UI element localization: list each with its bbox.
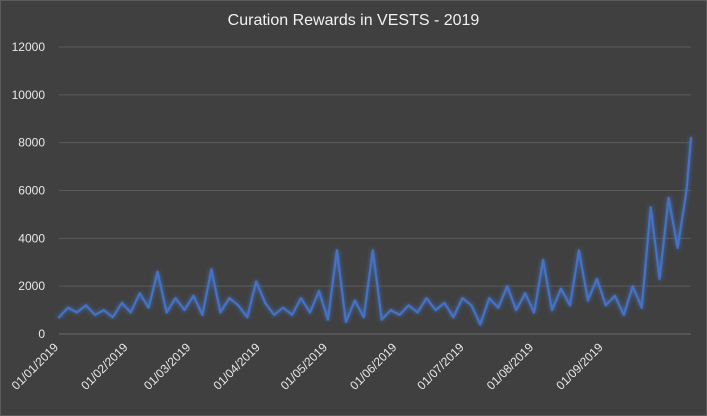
- x-tick-label: 01/03/2019: [141, 340, 194, 393]
- x-tick-label: 01/02/2019: [78, 340, 131, 393]
- x-tick-label: 01/06/2019: [347, 340, 400, 393]
- y-tick-label: 12000: [12, 40, 46, 54]
- y-tick-label: 4000: [18, 231, 45, 245]
- x-tick-label: 01/04/2019: [210, 340, 263, 393]
- series-line: [57, 136, 693, 326]
- y-tick-label: 10000: [12, 88, 46, 102]
- y-tick-label: 0: [38, 327, 45, 341]
- y-tick-label: 2000: [18, 279, 45, 293]
- x-tick-label: 01/08/2019: [484, 340, 537, 393]
- x-tick-label: 01/09/2019: [553, 340, 606, 393]
- y-tick-label: 8000: [18, 136, 45, 150]
- chart-title: Curation Rewards in VESTS - 2019: [227, 12, 480, 29]
- y-tick-label: 6000: [18, 184, 45, 198]
- x-tick-label: 01/07/2019: [414, 340, 467, 393]
- x-tick-label: 01/05/2019: [278, 340, 331, 393]
- x-tick-label: 01/01/2019: [9, 340, 62, 393]
